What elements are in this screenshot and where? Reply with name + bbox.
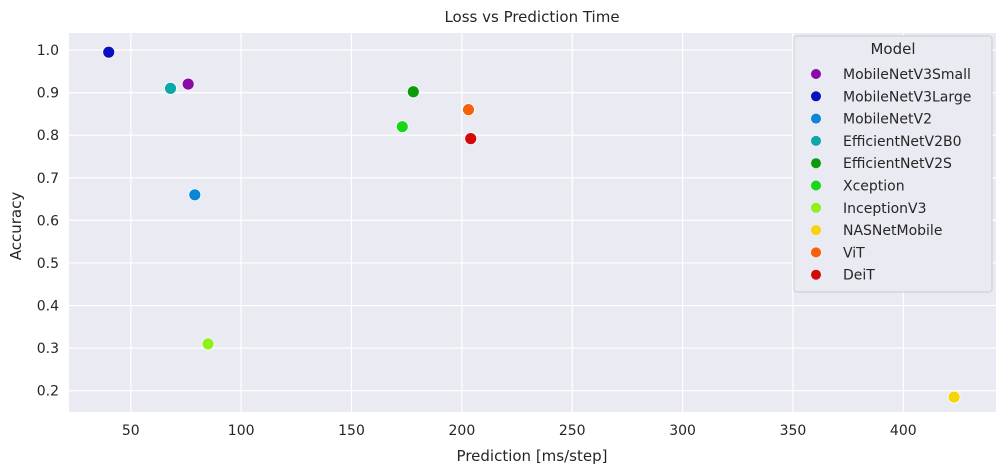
legend-label-vit: ViT [843,245,865,261]
x-axis-label: Prediction [ms/step] [457,447,608,465]
legend-marker-xception [811,180,821,191]
x-tick-label: 300 [669,423,696,439]
y-tick-label: 0.2 [37,384,59,400]
legend-marker-efficientnetv2b0 [811,135,821,146]
tick-labels: 50 100 150 200 250 300 350 400 0.2 0.3 0.4 0.5 0.6 0.… [37,43,917,439]
chart-title: Loss vs Prediction Time [444,8,619,26]
y-tick-label: 0.5 [37,256,59,272]
y-tick-label: 0.4 [37,299,59,315]
legend-marker-mobilenetv3small [811,69,821,79]
y-tick-label: 0.8 [37,128,59,144]
point-mobilenetv3large [102,45,116,59]
y-tick-label: 1.0 [37,43,59,59]
legend-label-mobilenetv3large: MobileNetV3Large [843,89,971,105]
legend-label-xception: Xception [843,179,905,195]
point-xception [395,120,409,134]
legend-box [793,35,993,293]
legend-marker-vit [811,247,821,258]
point-efficientnetv2b0 [164,81,177,95]
x-tick-label: 100 [228,423,255,439]
y-tick-label: 0.7 [37,171,59,187]
legend-label-efficientnetv2b0: EfficientNetV2B0 [843,134,962,150]
x-tick-label: 400 [890,423,917,439]
x-tick-label: 50 [122,423,140,439]
y-tick-label: 0.9 [37,86,59,102]
legend-label-mobilenetv3small: MobileNetV3Small [843,67,971,83]
legend-label-deit: DeiT [843,268,875,284]
legend-marker-efficientnetv2s [811,158,821,169]
y-axis-label: Accuracy [7,192,25,261]
y-tick-label: 0.3 [37,341,59,357]
x-tick-label: 350 [780,423,807,439]
legend: Model MobileNetV3Small MobileNetV3Large Mo… [793,35,993,293]
legend-marker-inceptionv3 [811,202,821,213]
point-nasnetmobile [947,390,961,404]
point-mobilenetv3small [181,77,195,91]
legend-label-inceptionv3: InceptionV3 [843,201,927,217]
point-efficientnetv2s [406,85,420,99]
legend-label-mobilenetv2: MobileNetV2 [843,112,932,128]
y-tick-label: 0.6 [37,213,59,229]
point-mobilenetv2 [188,188,202,202]
data-points [102,45,961,404]
point-inceptionv3 [201,337,215,351]
legend-marker-mobilenetv3large [811,91,821,102]
legend-label-efficientnetv2s: EfficientNetV2S [843,156,952,172]
x-tick-label: 150 [338,423,365,439]
legend-marker-deit [811,269,821,280]
point-deit [464,132,478,146]
point-vit [462,103,475,117]
legend-marker-mobilenetv2 [811,113,821,124]
x-tick-label: 250 [559,423,586,439]
x-tick-label: 200 [449,423,476,439]
legend-marker-nasnetmobile [811,225,821,236]
legend-label-nasnetmobile: NASNetMobile [843,223,942,239]
legend-title: Model [870,40,915,58]
